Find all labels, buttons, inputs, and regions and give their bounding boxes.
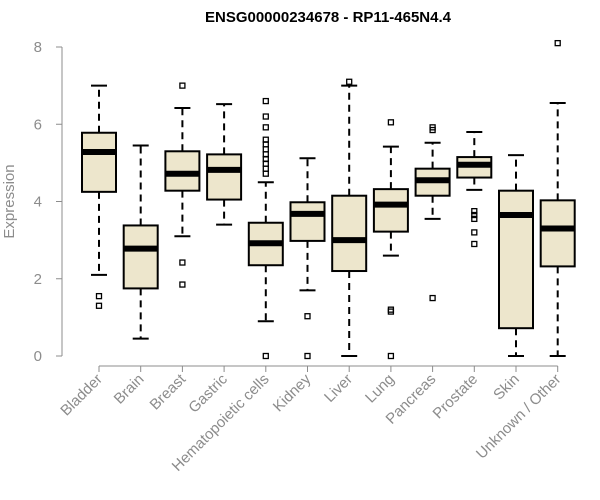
outlier-point	[471, 240, 478, 248]
box-brain	[122, 144, 159, 340]
outlier-point	[262, 97, 269, 105]
y-tick-label: 6	[34, 116, 42, 133]
iqr-box	[498, 189, 534, 330]
outlier-point	[471, 208, 478, 215]
outlier-point	[387, 352, 395, 360]
iqr-box	[289, 201, 326, 242]
box-hematopoietic-cells	[247, 97, 284, 360]
outlier-point	[179, 82, 186, 89]
x-tick-label: Lung	[362, 371, 398, 407]
outlier-point	[95, 302, 103, 309]
y-axis-label: Expression	[1, 164, 18, 238]
iqr-box	[539, 199, 576, 268]
box-bladder	[81, 84, 117, 309]
outlier-point	[262, 113, 269, 120]
boxes-group	[81, 39, 576, 360]
box-liver	[331, 78, 368, 357]
outlier-point	[262, 146, 269, 153]
outlier-point	[387, 308, 395, 315]
outlier-point	[179, 259, 186, 266]
iqr-box	[122, 224, 159, 290]
x-tick-label: Breast	[147, 370, 190, 413]
box-lung	[372, 119, 409, 360]
y-tick-label: 8	[34, 39, 42, 56]
outlier-point	[429, 294, 436, 302]
x-tick-label: Liver	[321, 371, 356, 406]
outlier-point	[387, 119, 395, 126]
outlier-point	[554, 39, 561, 47]
iqr-box	[372, 188, 409, 233]
x-tick-label: Prostate	[430, 371, 482, 423]
outlier-point	[471, 215, 478, 223]
outlier-point	[262, 124, 269, 131]
box-prostate	[456, 130, 493, 248]
y-tick-label: 2	[34, 271, 42, 288]
outlier-point	[304, 352, 311, 360]
x-tick-label: Brain	[111, 371, 148, 408]
box-pancreas	[414, 124, 451, 302]
x-tick-label: Kidney	[270, 370, 315, 415]
iqr-box	[206, 153, 243, 201]
outlier-point	[262, 165, 269, 172]
box-skin	[498, 154, 534, 357]
outlier-point	[304, 313, 311, 320]
box-unknown-other	[539, 39, 576, 357]
outlier-point	[95, 292, 103, 300]
outlier-point	[179, 281, 186, 288]
outlier-point	[346, 78, 353, 85]
outlier-point	[262, 352, 269, 360]
y-axis: 0 2 4 6 8	[34, 39, 63, 365]
outlier-point	[262, 170, 269, 177]
iqr-box	[81, 131, 117, 193]
x-tick-label: Skin	[490, 371, 523, 404]
x-tick-label: Bladder	[57, 371, 106, 420]
chart-title: ENSG00000234678 - RP11-465N4.4	[205, 9, 452, 26]
outlier-point	[429, 126, 436, 134]
y-tick-label: 0	[34, 348, 42, 365]
outlier-point	[471, 211, 478, 219]
box-breast	[164, 82, 201, 288]
box-kidney	[289, 157, 326, 360]
y-tick-label: 4	[34, 194, 42, 211]
outlier-point	[471, 229, 478, 236]
iqr-box	[331, 194, 368, 273]
box-gastric	[206, 103, 243, 226]
